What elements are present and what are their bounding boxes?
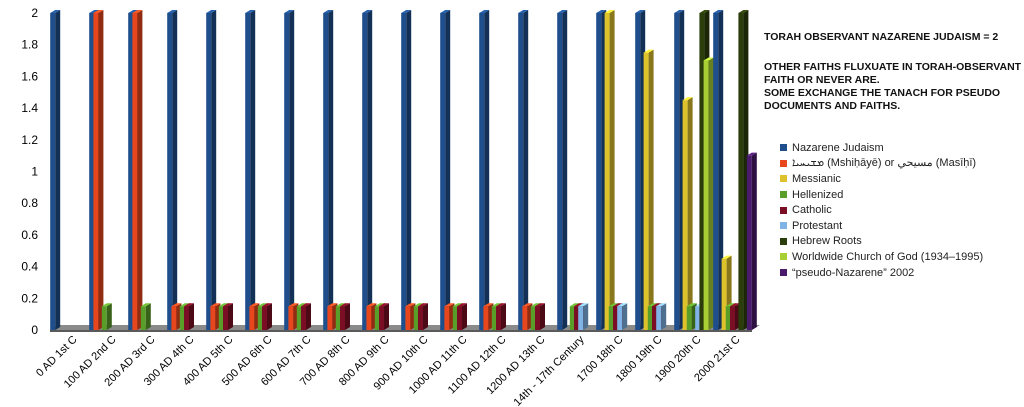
- legend-swatch: [780, 222, 787, 230]
- y-tick-label: 0.2: [21, 291, 38, 305]
- y-tick-label: 1.4: [21, 101, 38, 115]
- legend-label: ܡܫܝܚܝܐ (Mshiḥāyē) or مسيحي (Masīḥī): [792, 157, 977, 170]
- legend-label: “pseudo-Nazarene” 2002: [792, 266, 915, 279]
- floor-edge: [50, 330, 752, 332]
- legend-swatch: [780, 175, 787, 183]
- bar-messianic: [643, 49, 654, 330]
- y-tick-label: 1.6: [21, 69, 38, 83]
- y-tick-label: 1: [31, 165, 38, 179]
- legend-item-mshi-y-or-mas: ܡܫܝܚܝܐ (Mshiḥāyē) or مسيحي (Masīḥī): [780, 156, 983, 172]
- bar-mshi-y-or-mas: [93, 10, 104, 330]
- bar-catholic: [535, 303, 545, 330]
- bar-nazarene-judaism: [323, 10, 334, 330]
- bar-hellenized: [140, 303, 151, 330]
- bar-catholic: [418, 303, 428, 330]
- bar-nazarene-judaism: [557, 10, 568, 330]
- bar-catholic: [379, 303, 389, 330]
- bar-nazarene-judaism: [401, 10, 412, 330]
- y-axis: 0 0.2 0.4 0.6 0.8 1 1.2 1.4 1.6 1.8 2: [21, 6, 38, 337]
- y-tick-label: 0.6: [21, 228, 38, 242]
- legend-label: Nazarene Judaism: [792, 141, 884, 154]
- bar-nazarene-judaism: [50, 10, 61, 330]
- chart-legend: Nazarene Judaism ܡܫܝܚܝܐ (Mshiḥāyē) or مسي…: [780, 140, 983, 280]
- bar-protestant: [617, 303, 628, 330]
- legend-swatch: [780, 269, 787, 277]
- bar-catholic: [340, 303, 350, 330]
- legend-label: Messianic: [792, 172, 841, 185]
- annotation-title: TORAH OBSERVANT NAZARENE JUDAISM = 2: [764, 31, 999, 43]
- legend-item-messianic: Messianic: [780, 171, 983, 187]
- bar-worldwide-church-of-god-1934-1995: [703, 57, 714, 331]
- bar-catholic: [301, 303, 311, 330]
- y-tick-label: 0: [31, 323, 38, 337]
- legend-swatch: [780, 159, 787, 167]
- legend-item-hebrew-roots: Hebrew Roots: [780, 234, 983, 250]
- bar-protestant: [578, 303, 589, 330]
- bar-nazarene-judaism: [206, 10, 217, 330]
- bar-hellenized: [101, 303, 112, 330]
- bar-nazarene-judaism: [713, 10, 724, 330]
- legend-label: Protestant: [792, 219, 843, 232]
- legend-swatch: [780, 253, 787, 261]
- legend-item-nazarene-judaism: Nazarene Judaism: [780, 140, 983, 156]
- y-tick-label: 1.2: [21, 133, 38, 147]
- bar-catholic: [184, 303, 194, 330]
- legend-label: Worldwide Church of God (1934–1995): [792, 250, 984, 263]
- legend-swatch: [780, 237, 787, 245]
- legend-label: Hebrew Roots: [792, 235, 862, 248]
- legend-item-worldwide-church-of-god-1934-1995: Worldwide Church of God (1934–1995): [780, 249, 983, 265]
- bar-protestant: [656, 303, 667, 330]
- bar-nazarene-judaism: [518, 10, 529, 330]
- legend-swatch: [780, 206, 787, 214]
- bar-catholic: [262, 303, 272, 330]
- legend-swatch: [780, 191, 787, 199]
- y-tick-label: 2: [31, 6, 38, 20]
- y-tick-label: 1.8: [21, 38, 38, 52]
- bar-nazarene-judaism: [245, 10, 256, 330]
- x-tick-label: 14th - 17th Century: [512, 333, 587, 407]
- annotation-body: OTHER FAITHS FLUXUATE IN TORAH-OBSERVANT…: [764, 61, 1022, 112]
- bar-nazarene-judaism: [440, 10, 451, 330]
- legend-item-catholic: Catholic: [780, 202, 983, 218]
- y-tick-label: 0.8: [21, 196, 38, 210]
- bar-messianic: [682, 97, 693, 330]
- legend-label: Catholic: [792, 204, 832, 217]
- legend-label: Hellenized: [792, 188, 844, 201]
- y-tick-label: 0.4: [21, 260, 38, 274]
- bar-nazarene-judaism: [167, 10, 178, 330]
- bars: [50, 10, 757, 331]
- bar-catholic: [496, 303, 506, 330]
- bar-nazarene-judaism: [479, 10, 490, 330]
- bar-nazarene-judaism: [284, 10, 295, 330]
- legend-item-pseudo-nazarene-2002: “pseudo-Nazarene” 2002: [780, 265, 983, 281]
- bar-mshi-y-or-mas: [132, 10, 143, 330]
- bar-nazarene-judaism: [362, 10, 373, 330]
- bar-catholic: [457, 303, 467, 330]
- legend-swatch: [780, 144, 787, 152]
- bar-catholic: [223, 303, 233, 330]
- bar-messianic: [604, 10, 615, 330]
- bar-pseudo-nazarene-2002: [746, 152, 757, 330]
- legend-item-protestant: Protestant: [780, 218, 983, 234]
- legend-item-hellenized: Hellenized: [780, 187, 983, 203]
